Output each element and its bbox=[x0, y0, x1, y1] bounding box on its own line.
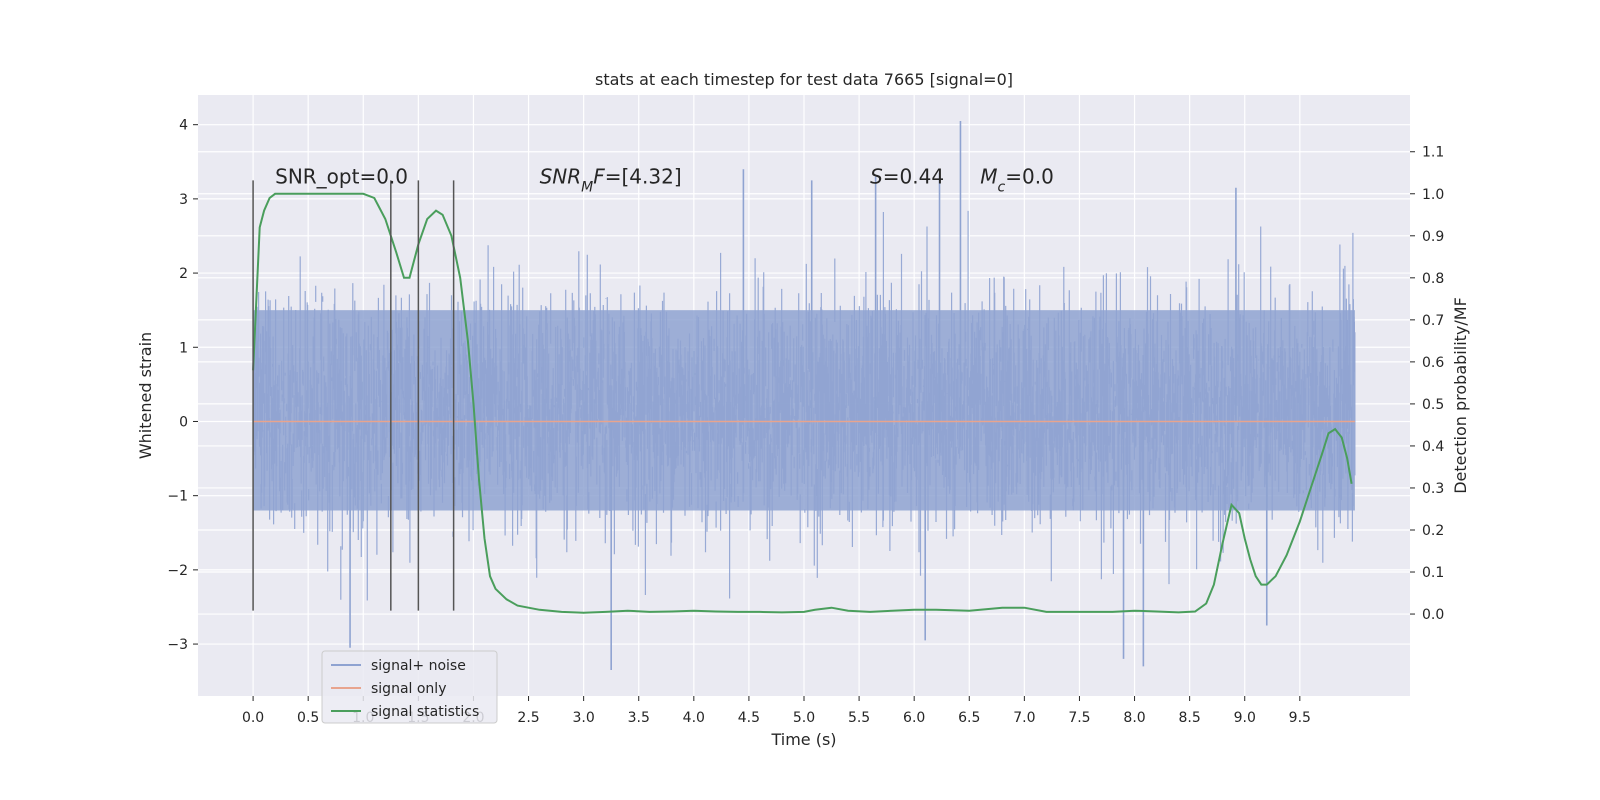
x-tick-label-18: 9.0 bbox=[1234, 710, 1256, 726]
y2-tick-label-7: 0.7 bbox=[1422, 313, 1444, 329]
y-tick-label-4: 1 bbox=[179, 340, 188, 356]
y2-tick-label-10: 1.0 bbox=[1422, 187, 1444, 203]
annotation-2: S=0.44 bbox=[870, 165, 944, 189]
y-tick-label-7: 4 bbox=[179, 118, 188, 134]
y2-tick-label-0: 0.0 bbox=[1422, 607, 1444, 623]
y2-tick-label-6: 0.6 bbox=[1422, 355, 1444, 371]
x-tick-label-13: 6.5 bbox=[958, 710, 980, 726]
y2-tick-label-8: 0.8 bbox=[1422, 271, 1444, 287]
y-tick-label-5: 2 bbox=[179, 266, 188, 282]
x-tick-label-17: 8.5 bbox=[1179, 710, 1201, 726]
y2-tick-label-9: 0.9 bbox=[1422, 229, 1444, 245]
y-tick-label-2: −1 bbox=[167, 489, 188, 505]
x-tick-label-12: 6.0 bbox=[903, 710, 925, 726]
x-tick-label-0: 0.0 bbox=[242, 710, 264, 726]
y-tick-label-0: −3 bbox=[167, 637, 188, 653]
x-tick-label-16: 8.0 bbox=[1123, 710, 1145, 726]
legend-box bbox=[321, 650, 498, 724]
y-axis-label: Whitened strain bbox=[136, 332, 155, 459]
legend-label-signal-only: signal only bbox=[371, 681, 446, 697]
vertical-markers bbox=[252, 180, 455, 611]
y-tick-label-6: 3 bbox=[179, 192, 188, 208]
x-axis-label: Time (s) bbox=[770, 730, 836, 749]
x-tick-label-10: 5.0 bbox=[793, 710, 815, 726]
x-tick-label-15: 7.5 bbox=[1068, 710, 1090, 726]
noise-core-band bbox=[253, 310, 1355, 511]
x-tick-label-19: 9.5 bbox=[1289, 710, 1311, 726]
x-tick-label-11: 5.5 bbox=[848, 710, 870, 726]
legend: signal+ noise signal only signal statist… bbox=[321, 650, 498, 724]
legend-label-signal-statistics: signal statistics bbox=[371, 704, 479, 720]
y2-tick-label-2: 0.2 bbox=[1422, 523, 1444, 539]
y2-tick-label-11: 1.1 bbox=[1422, 145, 1444, 161]
y-tick-label-3: 0 bbox=[179, 414, 188, 430]
legend-label-signal-noise: signal+ noise bbox=[371, 658, 466, 674]
y2-axis-label: Detection probability/MF bbox=[1451, 297, 1470, 494]
x-tick-label-8: 4.0 bbox=[683, 710, 705, 726]
chart-title: stats at each timestep for test data 766… bbox=[595, 70, 1013, 89]
annotation-0: SNR_opt=0.0 bbox=[275, 165, 408, 189]
noise-series-layer bbox=[252, 120, 1356, 671]
signal-statistics-line bbox=[252, 192, 1353, 614]
y2-tick-label-3: 0.3 bbox=[1422, 481, 1444, 497]
x-tick-label-9: 4.5 bbox=[738, 710, 760, 726]
x-tick-label-5: 2.5 bbox=[517, 710, 539, 726]
y-tick-label-1: −2 bbox=[167, 563, 188, 579]
x-tick-label-14: 7.0 bbox=[1013, 710, 1035, 726]
series-layer bbox=[252, 192, 1355, 614]
x-tick-label-6: 3.0 bbox=[573, 710, 595, 726]
x-tick-label-7: 3.5 bbox=[628, 710, 650, 726]
y2-tick-label-5: 0.5 bbox=[1422, 397, 1444, 413]
y2-tick-label-1: 0.1 bbox=[1422, 565, 1444, 581]
x-tick-label-1: 0.5 bbox=[297, 710, 319, 726]
y2-tick-label-4: 0.4 bbox=[1422, 439, 1444, 455]
